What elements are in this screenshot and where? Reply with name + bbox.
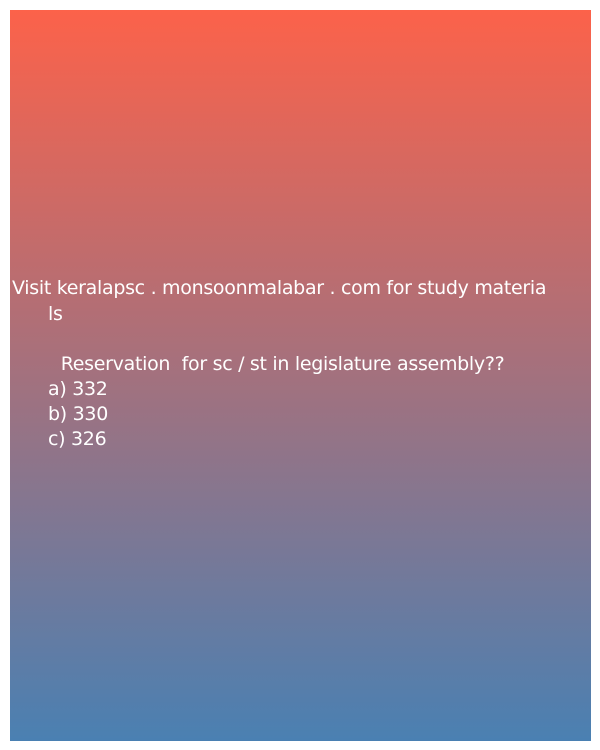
option-b: b) 330	[48, 403, 108, 425]
quiz-card: Visit keralapsc . monsoonmalabar . com f…	[10, 10, 591, 741]
promo-line-2: ls	[48, 303, 63, 325]
option-a: a) 332	[48, 378, 108, 400]
option-c: c) 326	[48, 428, 107, 450]
promo-line-1: Visit keralapsc . monsoonmalabar . com f…	[12, 277, 547, 299]
question-text: Reservation for sc / st in legislature a…	[55, 353, 505, 375]
